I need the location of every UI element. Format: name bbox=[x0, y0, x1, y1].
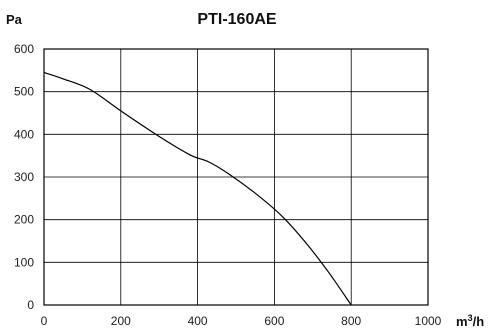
x-tick-label: 1000 bbox=[415, 314, 442, 328]
grid bbox=[44, 49, 428, 305]
x-tick-label: 800 bbox=[341, 314, 361, 328]
plot-frame bbox=[43, 48, 429, 306]
y-tick-label: 200 bbox=[14, 213, 34, 227]
x-axis-label-sup: 3 bbox=[468, 313, 473, 323]
chart-title: PTI-160AE bbox=[197, 11, 276, 28]
x-tick-label: 200 bbox=[111, 314, 131, 328]
y-tick-label: 600 bbox=[14, 42, 34, 56]
y-tick-label: 100 bbox=[14, 255, 34, 269]
x-tick-label: 400 bbox=[188, 314, 208, 328]
x-axis-label-tail: /h bbox=[473, 314, 485, 329]
y-tick-label: 300 bbox=[14, 170, 34, 184]
x-axis-label-base: m bbox=[456, 314, 468, 329]
x-axis-label: m3/h bbox=[456, 313, 484, 329]
y-tick-labels: 0 100 200 300 400 500 600 bbox=[14, 42, 34, 312]
x-tick-labels: 0 200 400 600 800 1000 bbox=[41, 314, 442, 328]
series-line bbox=[43, 71, 352, 306]
y-tick-label: 0 bbox=[27, 298, 34, 312]
y-axis-label: Pa bbox=[6, 12, 23, 27]
y-tick-label: 500 bbox=[14, 85, 34, 99]
x-tick-label: 600 bbox=[264, 314, 284, 328]
x-tick-label: 0 bbox=[41, 314, 48, 328]
y-tick-label: 400 bbox=[14, 127, 34, 141]
